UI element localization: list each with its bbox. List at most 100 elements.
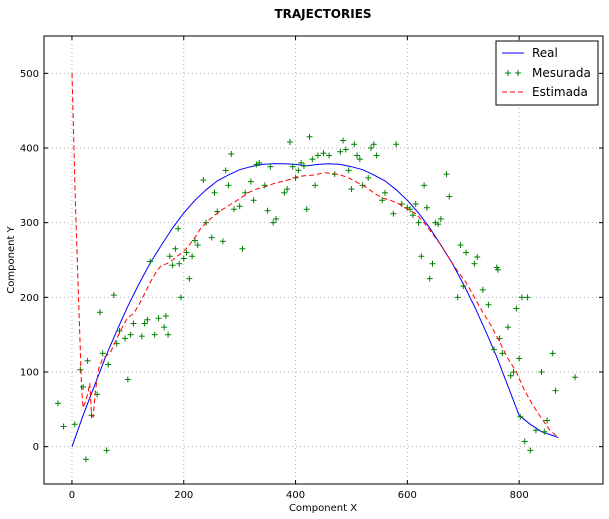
mesurada-point [236, 203, 243, 210]
mesurada-point [225, 182, 232, 189]
mesurada-point [415, 219, 422, 226]
mesurada-point [370, 141, 377, 148]
x-axis-label: Component X [289, 503, 357, 514]
mesurada-point [169, 262, 176, 269]
mesurada-point [116, 327, 123, 334]
mesurada-point [460, 283, 467, 290]
mesurada-point [295, 167, 302, 174]
mesurada-point [270, 219, 277, 226]
mesurada-point [337, 148, 344, 155]
mesurada-point [239, 245, 246, 252]
mesurada-point [356, 156, 363, 163]
mesurada-point [538, 369, 545, 375]
mesurada-point [521, 438, 528, 445]
mesurada-point [320, 150, 327, 157]
mesurada-point [446, 193, 453, 200]
mesurada-point [418, 253, 425, 260]
y-tick-label: 0 [33, 442, 39, 453]
mesurada-point [426, 275, 433, 282]
mesurada-point [443, 171, 450, 178]
mesurada-point [250, 197, 257, 204]
mesurada-point [211, 189, 218, 196]
y-tick-label: 300 [20, 218, 39, 229]
mesurada-point [518, 294, 525, 301]
estimada-series-line [71, 73, 559, 439]
chart-title: TRAJECTORIES [274, 7, 371, 21]
mesurada-point [494, 266, 501, 273]
mesurada-point [513, 305, 520, 312]
legend-estimada-label: Estimada [532, 85, 588, 99]
mesurada-point [471, 260, 478, 267]
mesurada-point [507, 372, 514, 379]
mesurada-point [390, 210, 397, 217]
mesurada-point [122, 335, 129, 342]
mesurada-point [151, 331, 158, 338]
mesurada-point [298, 159, 305, 166]
mesurada-point [222, 167, 229, 174]
mesurada-point [281, 189, 288, 196]
x-tick-label: 0 [69, 490, 75, 501]
legend: Real Mesurada Estimada [495, 40, 599, 106]
y-tick-label: 100 [20, 368, 39, 379]
mesurada-point [429, 260, 436, 267]
mesurada-point [165, 331, 172, 338]
mesurada-point [71, 421, 78, 428]
mesurada-point [147, 258, 154, 265]
mesurada-point [124, 376, 131, 383]
mesurada-point [286, 139, 293, 146]
mesurada-point [162, 313, 169, 319]
mesurada-point [186, 275, 193, 282]
plot-frame [43, 35, 604, 485]
legend-real-label: Real [532, 46, 558, 60]
mesurada-point [454, 294, 461, 301]
mesurada-point [284, 186, 291, 193]
mesurada-point [365, 174, 372, 181]
mesurada-point [437, 215, 444, 222]
mesurada-point [183, 249, 190, 256]
mesurada-point [176, 260, 183, 267]
mesurada-point [208, 234, 215, 241]
mesurada-point [490, 346, 497, 353]
mesurada-point [485, 301, 492, 308]
mesurada-point [517, 413, 524, 420]
mesurada-point [231, 206, 238, 213]
y-axis-label: Component Y [6, 225, 17, 293]
mesurada-point [177, 294, 184, 301]
x-tick-label: 600 [398, 490, 417, 501]
mesurada-point [381, 189, 388, 196]
mesurada-point [510, 369, 517, 375]
mesurada-point [60, 423, 67, 430]
axis-ticks: 0 200 400 600 800 0 100 200 300 400 500 [20, 36, 603, 501]
x-tick-label: 400 [286, 490, 305, 501]
mesurada-point [300, 162, 307, 169]
mesurada-point [504, 324, 511, 331]
mesurada-point [84, 357, 91, 364]
mesurada-point [312, 182, 319, 189]
mesurada-point [572, 374, 579, 381]
y-tick-label: 400 [20, 144, 39, 155]
y-tick-label: 500 [20, 69, 39, 80]
mesurada-point [161, 324, 168, 331]
mesurada-point [256, 159, 263, 166]
mesurada-point [463, 249, 470, 256]
mesurada-point [172, 245, 179, 252]
mesurada-point [219, 238, 226, 245]
mesurada-point [54, 400, 61, 407]
mesurada-point [82, 456, 89, 463]
mesurada-point [549, 350, 556, 357]
mesurada-point [326, 152, 333, 159]
mesurada-point [166, 253, 173, 260]
mesurada-point [409, 212, 416, 219]
mesurada-point [110, 292, 117, 299]
mesurada-point [194, 242, 201, 249]
mesurada-point [479, 286, 486, 293]
mesurada-point [432, 219, 439, 226]
mesurada-point [524, 294, 531, 301]
mesurada-point [423, 204, 430, 211]
legend-mesurada-label: Mesurada [532, 66, 591, 80]
mesurada-point [99, 350, 106, 357]
mesurada-point [303, 206, 310, 213]
mesurada-point [499, 350, 506, 357]
mesurada-point [474, 254, 481, 261]
